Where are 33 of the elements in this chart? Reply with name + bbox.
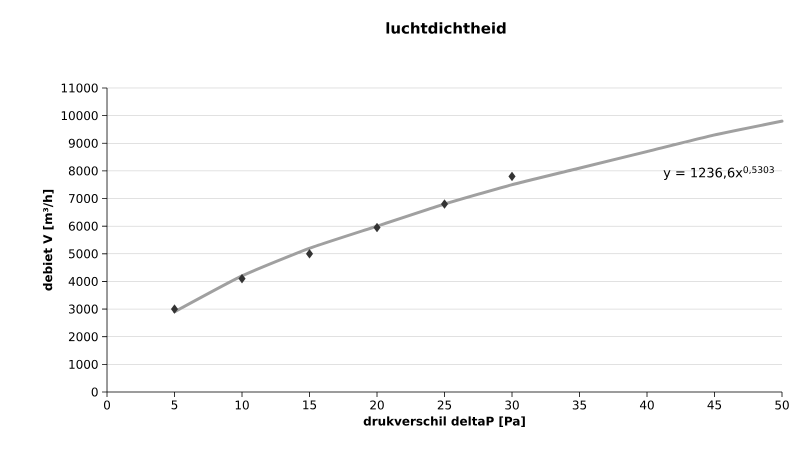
chart-title: luchtdichtheid — [386, 22, 506, 34]
point — [170, 304, 178, 314]
x-tick-label: 25 — [438, 400, 452, 410]
y-tick-label: 8000 — [68, 166, 98, 176]
y-tick-label: 9000 — [68, 138, 98, 148]
point — [238, 274, 246, 284]
y-tick-label: 2000 — [68, 332, 98, 342]
x-tick-label: 10 — [236, 400, 249, 410]
y-tick-label: 3000 — [68, 304, 98, 314]
x-tick-label: 30 — [505, 400, 519, 410]
y-tick-label: 1000 — [69, 360, 98, 369]
y-tick-label: 10000 — [62, 111, 98, 120]
x-tick-label: 0 — [104, 400, 110, 410]
y-axis-title: debiet V [m³/h] — [42, 190, 54, 291]
x-tick-label: 35 — [572, 400, 586, 410]
x-tick-label: 20 — [370, 400, 384, 410]
y-tick-label: 4000 — [68, 276, 98, 286]
annotation: y = 1236,6x$^{0,5303}$ — [664, 166, 774, 180]
x-tick-label: 15 — [303, 400, 316, 410]
x-tick-label: 5 — [172, 400, 178, 410]
x-tick-label: 40 — [640, 400, 654, 410]
y-tick-label: 0 — [92, 387, 98, 397]
y-tick-label: 6000 — [68, 222, 98, 231]
point — [508, 172, 516, 182]
y-tick-label: 11000 — [62, 83, 98, 93]
point — [373, 222, 381, 232]
x-tick-label: 50 — [775, 400, 789, 410]
x-axis-title: drukverschil deltaP [Pa] — [364, 416, 525, 428]
point — [306, 249, 314, 258]
y-tick-label: 5000 — [69, 249, 98, 258]
point — [440, 199, 448, 209]
y-tick-label: 7000 — [69, 194, 98, 204]
x-tick-label: 45 — [707, 400, 722, 410]
